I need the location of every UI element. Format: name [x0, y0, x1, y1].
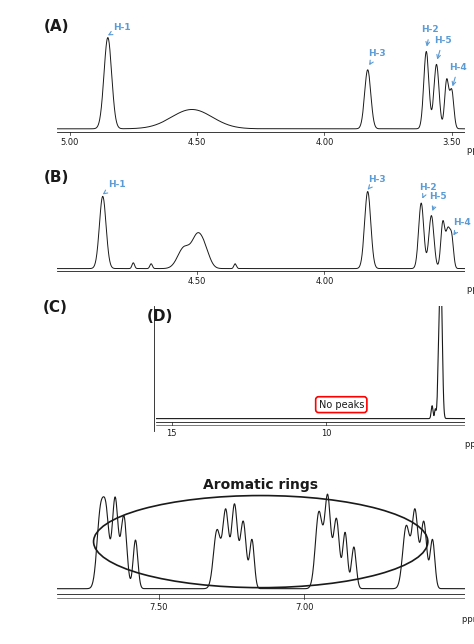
Text: 4.00: 4.00 [315, 278, 334, 286]
Text: H-4: H-4 [453, 218, 471, 234]
Text: 4.50: 4.50 [188, 278, 206, 286]
Text: ppm (t1): ppm (t1) [465, 440, 474, 449]
Text: H-1: H-1 [109, 23, 130, 35]
Text: Aromatic rings: Aromatic rings [203, 478, 318, 492]
Text: ppm (t1): ppm (t1) [462, 615, 474, 624]
Text: 4.50: 4.50 [188, 138, 206, 147]
Text: H-2: H-2 [421, 25, 439, 46]
Text: 10: 10 [320, 430, 331, 439]
Text: H-3: H-3 [368, 49, 385, 64]
Text: (A): (A) [44, 19, 70, 34]
Text: (B): (B) [44, 170, 70, 185]
Text: (C): (C) [43, 299, 67, 315]
Text: H-2: H-2 [419, 183, 436, 198]
Text: H-4: H-4 [449, 62, 467, 85]
Text: ppm (t1): ppm (t1) [467, 285, 474, 294]
Text: H-5: H-5 [434, 36, 452, 59]
Text: No peaks: No peaks [319, 400, 364, 410]
Text: H-5: H-5 [429, 192, 447, 210]
Text: H-1: H-1 [104, 180, 126, 194]
Text: H-3: H-3 [368, 175, 385, 189]
Text: 3.50: 3.50 [443, 138, 461, 147]
Text: 5.00: 5.00 [60, 138, 79, 147]
Text: 15: 15 [166, 430, 177, 439]
Text: ppm (t1): ppm (t1) [467, 146, 474, 155]
Text: 7.50: 7.50 [149, 603, 168, 612]
Text: 7.00: 7.00 [295, 603, 314, 612]
Text: (D): (D) [147, 309, 173, 324]
Text: 4.00: 4.00 [315, 138, 334, 147]
